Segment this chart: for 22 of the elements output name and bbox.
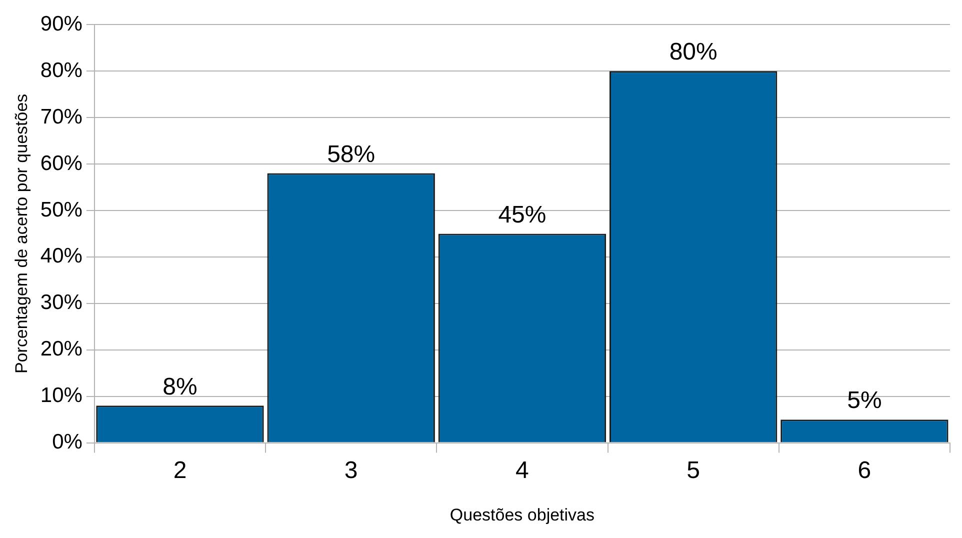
x-tick-label: 3	[344, 456, 358, 484]
y-tick-label: 40%	[40, 244, 82, 268]
data-label: 5%	[847, 387, 882, 414]
x-tick-label: 6	[858, 456, 872, 484]
data-label: 8%	[162, 373, 198, 400]
x-tick-label: 2	[173, 456, 187, 484]
y-tick-label: 50%	[40, 198, 82, 222]
data-label: 80%	[669, 38, 718, 66]
y-tick-label: 0%	[52, 430, 82, 454]
data-label: 58%	[327, 140, 376, 168]
y-tick-label: 20%	[40, 338, 82, 361]
y-tick-label: 10%	[40, 384, 82, 408]
x-axis-title: Questões objetivas	[450, 505, 595, 524]
y-tick-label: 60%	[40, 152, 82, 175]
data-label: 45%	[498, 201, 546, 228]
y-tick-label: 70%	[40, 105, 82, 128]
x-tick-label: 5	[686, 456, 700, 484]
y-tick-label: 80%	[40, 58, 82, 82]
y-tick-label: 90%	[40, 12, 82, 36]
y-axis-title: Porcentagem de acerto por questões	[12, 94, 31, 374]
y-tick-label: 30%	[40, 291, 82, 314]
x-tick-label: 4	[516, 456, 529, 484]
